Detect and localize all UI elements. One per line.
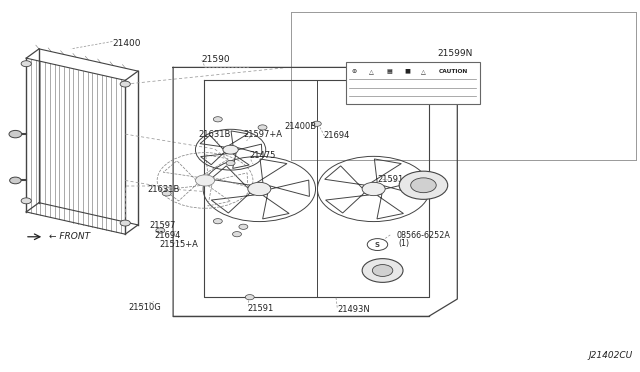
Text: 21591: 21591 bbox=[248, 304, 274, 313]
Text: 21515+A: 21515+A bbox=[159, 240, 198, 249]
Text: (1): (1) bbox=[398, 239, 409, 248]
Text: 21694: 21694 bbox=[323, 131, 349, 141]
Text: 21510G: 21510G bbox=[129, 303, 161, 312]
Circle shape bbox=[399, 171, 448, 199]
Text: ⊛: ⊛ bbox=[352, 69, 357, 74]
Circle shape bbox=[10, 177, 21, 184]
Circle shape bbox=[248, 182, 271, 196]
Text: J21402CU: J21402CU bbox=[589, 351, 633, 360]
Text: 21400B: 21400B bbox=[285, 122, 317, 131]
Circle shape bbox=[213, 219, 222, 224]
Circle shape bbox=[372, 264, 393, 276]
Circle shape bbox=[362, 182, 385, 196]
Text: 21599N: 21599N bbox=[437, 49, 472, 58]
Circle shape bbox=[195, 175, 214, 186]
Text: 21591+A: 21591+A bbox=[378, 175, 417, 184]
Text: △: △ bbox=[369, 69, 374, 74]
Circle shape bbox=[213, 117, 222, 122]
Circle shape bbox=[226, 160, 235, 166]
Circle shape bbox=[21, 198, 31, 204]
Circle shape bbox=[411, 178, 436, 193]
Circle shape bbox=[239, 224, 248, 230]
Circle shape bbox=[232, 232, 241, 237]
Text: 21597+A: 21597+A bbox=[243, 129, 282, 139]
Text: 08566-6252A: 08566-6252A bbox=[397, 231, 451, 240]
Text: S: S bbox=[375, 241, 380, 247]
Circle shape bbox=[163, 191, 172, 196]
Bar bbox=[346, 62, 479, 105]
Text: 21597: 21597 bbox=[150, 221, 176, 230]
Text: 21493N: 21493N bbox=[337, 305, 370, 314]
Circle shape bbox=[120, 81, 131, 87]
Text: 21475: 21475 bbox=[250, 151, 276, 160]
Circle shape bbox=[367, 238, 388, 250]
Circle shape bbox=[362, 259, 403, 282]
Text: 21631B: 21631B bbox=[198, 129, 231, 139]
Circle shape bbox=[9, 131, 22, 138]
Text: 21590: 21590 bbox=[202, 55, 230, 64]
Circle shape bbox=[258, 125, 267, 130]
Text: 21694: 21694 bbox=[154, 231, 180, 240]
Circle shape bbox=[245, 295, 254, 300]
Text: △: △ bbox=[421, 69, 426, 74]
Text: ▦: ▦ bbox=[387, 69, 392, 74]
Circle shape bbox=[223, 145, 238, 154]
Circle shape bbox=[21, 61, 31, 67]
Text: ← FRONT: ← FRONT bbox=[49, 232, 90, 241]
Circle shape bbox=[120, 220, 131, 226]
Text: 21631B: 21631B bbox=[148, 185, 180, 194]
Text: CAUTION: CAUTION bbox=[438, 69, 468, 74]
Circle shape bbox=[312, 121, 321, 126]
Circle shape bbox=[156, 228, 165, 233]
Text: 21400: 21400 bbox=[113, 39, 141, 48]
Text: ■: ■ bbox=[404, 69, 410, 74]
